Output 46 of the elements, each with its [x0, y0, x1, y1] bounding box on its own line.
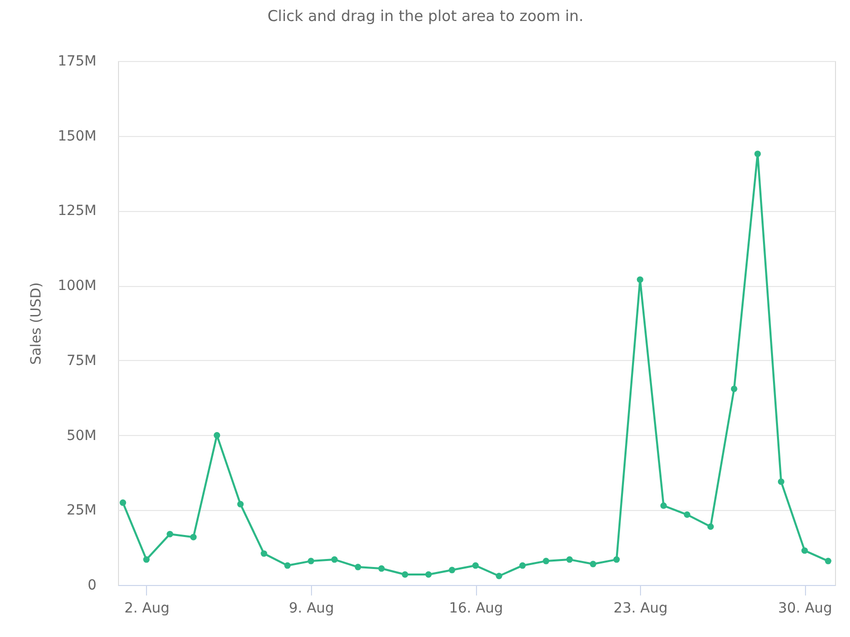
- point: [754, 150, 761, 158]
- point: [448, 566, 456, 574]
- point: [566, 556, 573, 563]
- point: [425, 571, 432, 578]
- point: [190, 534, 197, 540]
- y-tick-label: 150M: [58, 128, 96, 144]
- point: [778, 478, 784, 485]
- point: [284, 562, 291, 569]
- point: [801, 547, 808, 554]
- x-tick-label: 23. Aug: [614, 600, 668, 616]
- point: [519, 562, 526, 569]
- point: [613, 556, 620, 563]
- point: [590, 560, 596, 568]
- y-tick-label: 0: [88, 578, 96, 594]
- point: [684, 511, 690, 518]
- x-tick-label: 9. Aug: [288, 600, 334, 616]
- point: [402, 571, 408, 578]
- point: [707, 523, 714, 530]
- point: [496, 572, 502, 580]
- point: [542, 558, 550, 564]
- point: [354, 564, 362, 570]
- y-axis-title: Sales (USD): [28, 282, 45, 365]
- point: [260, 550, 268, 557]
- point: [824, 558, 832, 564]
- y-tick-label: 75M: [66, 352, 96, 369]
- y-tick-label: 25M: [66, 502, 96, 519]
- point: [636, 276, 644, 283]
- y-tick-label: 175M: [58, 54, 96, 70]
- x-tick-label: 30. Aug: [778, 600, 832, 616]
- point: [308, 558, 314, 564]
- point: [472, 562, 479, 569]
- point: [214, 432, 220, 439]
- point: [237, 500, 244, 508]
- chart-title: Click and drag in the plot area to zoom in.: [267, 7, 584, 25]
- x-tick-label: 16. Aug: [448, 600, 504, 616]
- y-tick-label: 125M: [58, 203, 96, 220]
- y-tick-label: 100M: [58, 278, 96, 294]
- point: [730, 386, 738, 392]
- point: [331, 556, 338, 563]
- x-tick-label: 2. Aug: [124, 600, 170, 616]
- point: [166, 530, 174, 538]
- point: [143, 556, 150, 563]
- y-tick-label: 50M: [66, 428, 96, 444]
- point: [660, 502, 667, 509]
- point: [378, 565, 385, 572]
- point: [120, 499, 126, 506]
